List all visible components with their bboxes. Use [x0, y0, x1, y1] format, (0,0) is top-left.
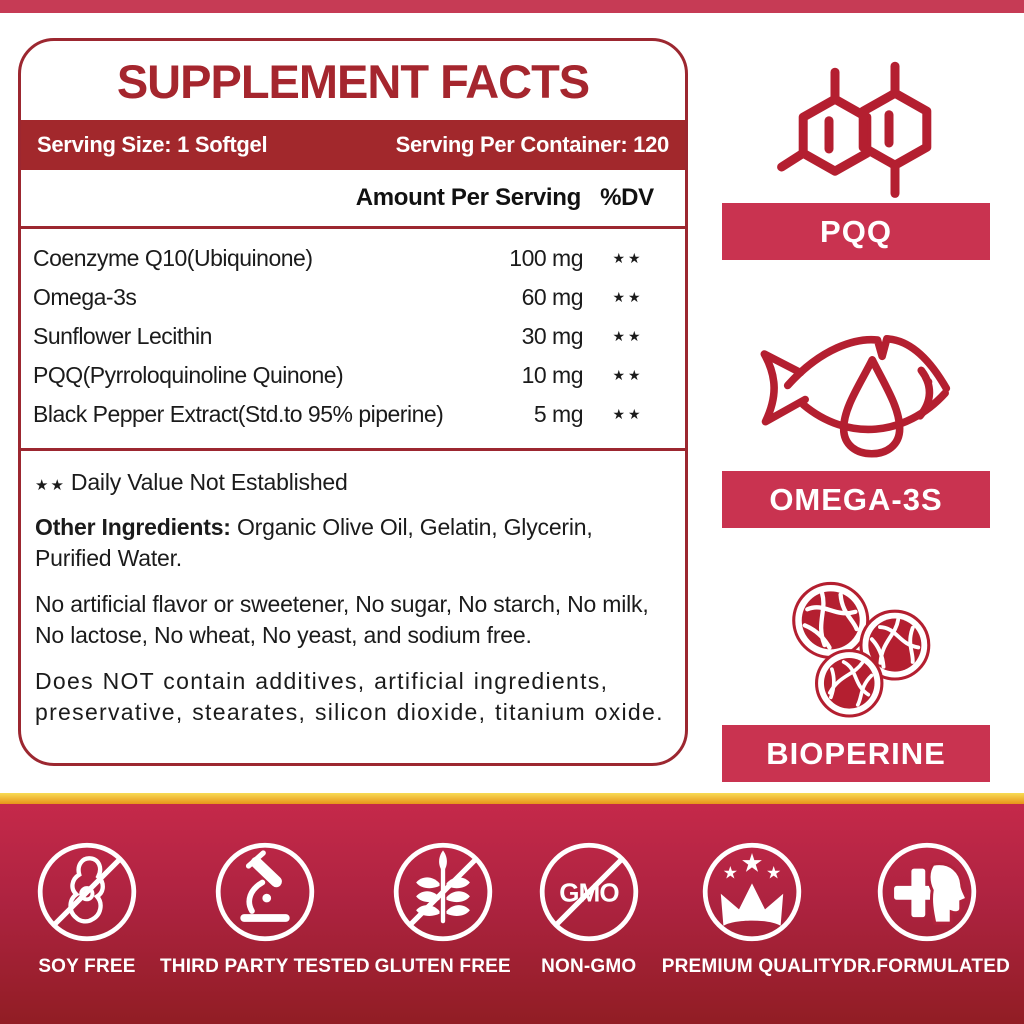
badge-dr-formulated: DR.FORMULATED	[843, 840, 1010, 978]
nutrient-dv: ★★	[612, 289, 644, 305]
dv-column-label: %DV	[600, 184, 654, 211]
other-ingredients: Other Ingredients: Organic Olive Oil, Ge…	[35, 512, 671, 574]
pqq-molecule-icon	[722, 53, 990, 203]
nutrient-row: Coenzyme Q10(Ubiquinone) 100 mg ★★	[33, 239, 673, 278]
soy-free-icon	[37, 842, 137, 942]
nutrient-amount: 10 mg	[521, 362, 584, 388]
nutrient-amount: 5 mg	[533, 401, 584, 427]
daily-value-note-text: Daily Value Not Established	[70, 469, 348, 495]
serving-size-text: Serving Size: 1 Softgel	[37, 132, 268, 157]
divider	[21, 448, 685, 451]
nutrient-table: Coenzyme Q10(Ubiquinone) 100 mg ★★ Omega…	[21, 229, 685, 448]
pqq-banner: PQQ	[722, 203, 990, 260]
other-ingredients-label: Other Ingredients:	[35, 514, 231, 540]
nutrient-row: Omega-3s 60 mg ★★	[33, 278, 673, 317]
servings-per-container-text: Serving Per Container: 120	[395, 132, 670, 157]
supplement-facts-panel: SUPPLEMENT FACTS Serving Size: 1 Softgel…	[18, 38, 688, 766]
nutrient-name: PQQ(Pyrroloquinoline Quinone)	[33, 362, 344, 388]
nutrient-name: Black Pepper Extract(Std.to 95% piperine…	[33, 401, 444, 427]
nutrient-name: Sunflower Lecithin	[33, 323, 212, 349]
nutrient-dv: ★★	[612, 328, 644, 344]
highlight-omega3: OMEGA-3S	[722, 321, 990, 528]
nutrient-dv: ★★	[612, 250, 644, 266]
amount-per-serving-label: Amount Per Serving	[355, 184, 582, 211]
badge-non-gmo: GMO NON-GMO	[516, 840, 662, 978]
feature-badge-band: SOY FREE THIRD PARTY TESTED	[0, 804, 1024, 1024]
third-party-tested-microscope-icon	[215, 842, 315, 942]
amount-per-serving-header: Amount Per Serving %DV	[21, 170, 685, 226]
badge-soy-free: SOY FREE	[14, 840, 160, 978]
serving-info-bar: Serving Size: 1 Softgel Serving Per Cont…	[21, 120, 685, 170]
panel-title: SUPPLEMENT FACTS	[116, 55, 590, 108]
nutrient-row: PQQ(Pyrroloquinoline Quinone) 10 mg ★★	[33, 356, 673, 395]
daily-value-note-stars: ★★	[35, 477, 66, 494]
nutrient-amount: 30 mg	[521, 323, 584, 349]
divider	[21, 226, 685, 229]
gluten-free-wheat-icon	[393, 842, 492, 942]
badge-label: NON-GMO	[541, 956, 637, 977]
allergen-claim: No artificial flavor or sweetener, No su…	[35, 591, 649, 648]
badge-third-party-tested: THIRD PARTY TESTED	[160, 840, 370, 978]
nutrient-dv: ★★	[612, 367, 644, 383]
nutrient-dv: ★★	[612, 406, 644, 422]
panel-notes: ★★ Daily Value Not Established Other Ingr…	[21, 451, 685, 745]
badge-label: PREMIUM QUALITY	[661, 956, 844, 977]
bioperine-banner: BIOPERINE	[722, 725, 990, 782]
non-gmo-icon: GMO	[539, 842, 638, 942]
badge-label: GLUTEN FREE	[374, 956, 511, 977]
omega3-banner: OMEGA-3S	[722, 471, 990, 528]
premium-quality-crown-icon	[703, 842, 802, 942]
dr-formulated-icon	[877, 842, 976, 942]
gold-divider-bar	[0, 793, 1024, 804]
badge-label: DR.FORMULATED	[843, 956, 1011, 977]
bioperine-peppercorns-icon	[722, 575, 990, 725]
nutrient-amount: 60 mg	[521, 284, 584, 310]
omega3-fish-icon	[722, 321, 990, 471]
badge-premium-quality: PREMIUM QUALITY	[662, 840, 843, 978]
highlight-pqq: PQQ	[722, 53, 990, 260]
nutrient-name: Omega-3s	[33, 284, 137, 310]
other-ingredients-text: Organic Olive Oil, Gelatin, Glycerin, Pu…	[35, 514, 593, 571]
label-main-area: SUPPLEMENT FACTS Serving Size: 1 Softgel…	[0, 13, 1024, 793]
daily-value-note: ★★ Daily Value Not Established	[35, 469, 671, 496]
ingredient-highlights: PQQ OMEGA-3S	[722, 28, 990, 782]
badge-label: SOY FREE	[38, 956, 136, 977]
nutrient-row: Black Pepper Extract(Std.to 95% piperine…	[33, 395, 673, 434]
badge-label: THIRD PARTY TESTED	[159, 956, 370, 977]
highlight-bioperine: BIOPERINE	[722, 575, 990, 782]
additives-claim: Does NOT contain additives, artificial i…	[35, 668, 664, 725]
top-red-strip	[0, 0, 1024, 13]
nutrient-amount: 100 mg	[509, 245, 583, 271]
nutrient-name: Coenzyme Q10(Ubiquinone)	[33, 245, 313, 271]
nutrient-row: Sunflower Lecithin 30 mg ★★	[33, 317, 673, 356]
badge-gluten-free: GLUTEN FREE	[370, 840, 516, 978]
